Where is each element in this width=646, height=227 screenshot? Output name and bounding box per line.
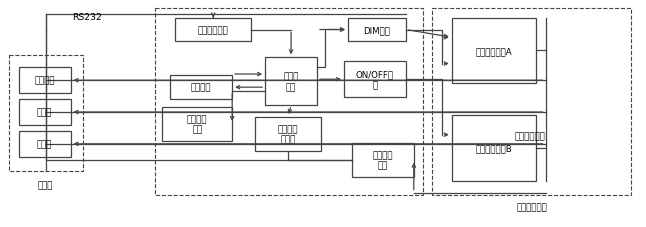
- Bar: [255, 117, 321, 151]
- Bar: [19, 100, 70, 125]
- Text: 仪器组: 仪器组: [38, 181, 53, 190]
- Text: 待测电源模块A: 待测电源模块A: [475, 47, 512, 56]
- Bar: [19, 131, 70, 157]
- Text: 人机界面: 人机界面: [191, 83, 211, 92]
- Text: 待测电源模块B: 待测电源模块B: [475, 144, 512, 153]
- Bar: [171, 76, 232, 100]
- Bar: [432, 9, 631, 195]
- Text: 毫伏表: 毫伏表: [37, 108, 52, 117]
- Text: 直流电压
测试: 直流电压 测试: [373, 150, 393, 170]
- Bar: [265, 58, 317, 106]
- Text: 仪器控制单元: 仪器控制单元: [198, 26, 229, 35]
- Bar: [344, 62, 406, 98]
- Text: DIM输出: DIM输出: [364, 26, 390, 35]
- Bar: [155, 9, 422, 195]
- Bar: [8, 56, 83, 171]
- Bar: [175, 19, 251, 42]
- Text: 测试数据
存储: 测试数据 存储: [187, 115, 207, 134]
- Text: 直流电压输出: 直流电压输出: [516, 202, 547, 212]
- Text: ON/OFF输
出: ON/OFF输 出: [356, 70, 394, 89]
- Bar: [19, 68, 70, 94]
- Text: 单片机
模块: 单片机 模块: [284, 72, 298, 91]
- Bar: [452, 19, 536, 84]
- Text: RS232: RS232: [72, 12, 103, 22]
- Text: 电子负载: 电子负载: [34, 76, 55, 85]
- Text: 直流电压输出: 直流电压输出: [514, 132, 545, 141]
- Bar: [352, 143, 414, 177]
- Bar: [348, 19, 406, 42]
- Text: 频率计: 频率计: [37, 140, 52, 149]
- Bar: [452, 116, 536, 181]
- Bar: [162, 108, 232, 141]
- Text: 测试机台
控制端: 测试机台 控制端: [278, 125, 298, 144]
